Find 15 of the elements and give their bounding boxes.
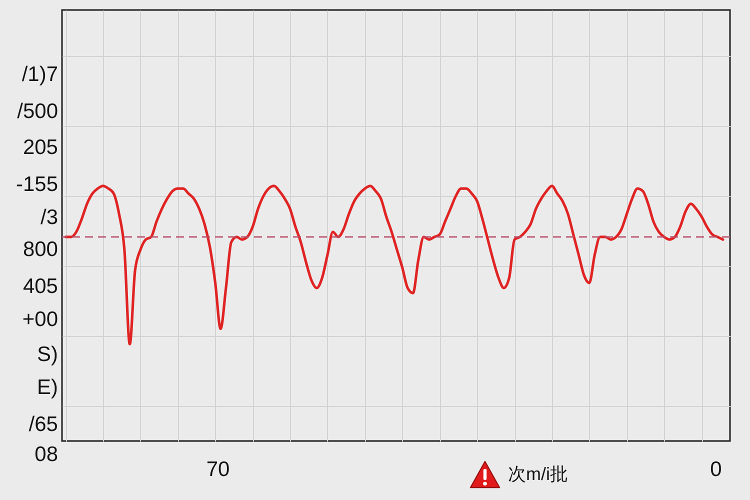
- text: /1)7: [22, 63, 58, 86]
- text: /65: [28, 413, 58, 436]
- text: /3: [40, 206, 58, 229]
- text: 次m/i批: [508, 464, 568, 484]
- text: 800: [22, 238, 58, 261]
- text: 0: [710, 458, 722, 481]
- text: +00: [22, 308, 58, 331]
- text: 08: [34, 443, 58, 466]
- text: -155: [16, 173, 58, 196]
- text: 205: [22, 136, 58, 159]
- text: /500: [17, 100, 58, 123]
- text: E): [37, 376, 58, 399]
- text: S): [37, 343, 58, 366]
- text: 70: [206, 458, 230, 481]
- text: 405: [22, 275, 58, 298]
